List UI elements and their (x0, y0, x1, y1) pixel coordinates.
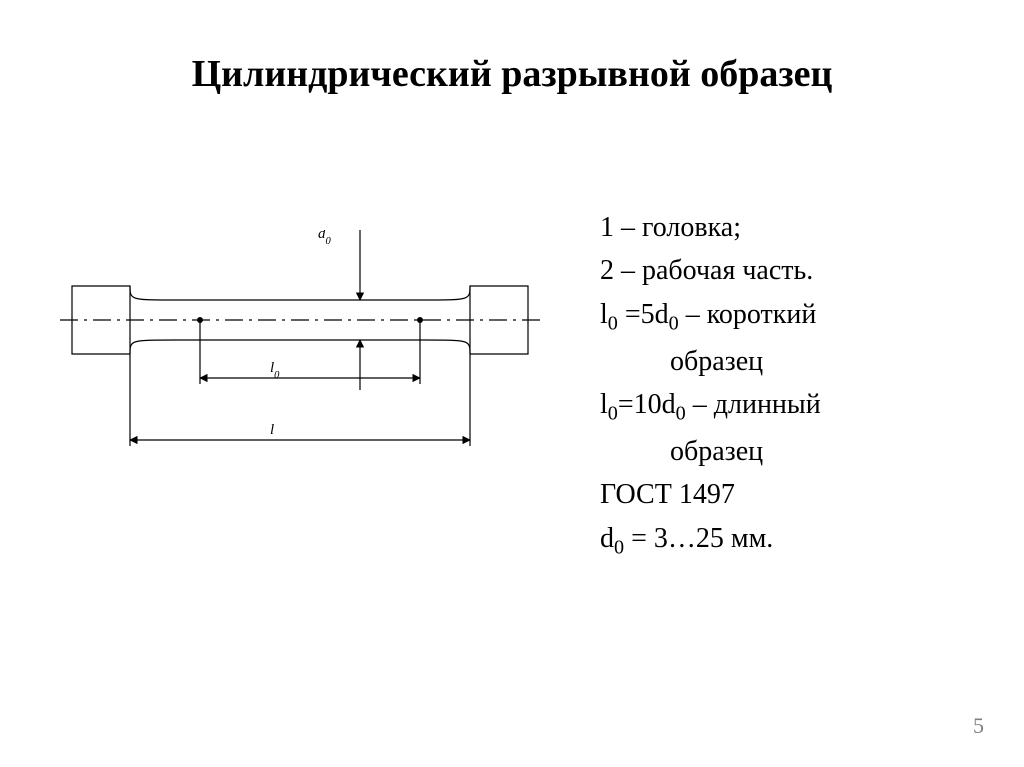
l3-sub2: 0 (669, 312, 679, 334)
l4-sub2: 0 (676, 403, 686, 425)
l3-mid: =5d (618, 299, 669, 330)
l4-sub: 0 (608, 403, 618, 425)
page-number: 5 (973, 713, 984, 739)
specimen-diagram: d0l0l (60, 230, 540, 500)
svg-text:l: l (270, 422, 274, 438)
svg-text:d0: d0 (318, 230, 332, 247)
legend-line-2: 2 – рабочая часть. (600, 249, 1000, 292)
slide: Цилиндрический разрывной образец d0l0l 1… (0, 0, 1024, 767)
l3-l: l (600, 299, 608, 330)
legend-line-3: l0 =5d0 – короткий (600, 293, 1000, 340)
l4-l: l (600, 389, 608, 420)
legend-line-5: ГОСТ 1497 (600, 473, 1000, 516)
l4-end: – длинный (686, 389, 821, 420)
diagram-svg: d0l0l (60, 230, 540, 500)
l6-end: = 3…25 мм. (624, 523, 773, 554)
legend-line-6: d0 = 3…25 мм. (600, 517, 1000, 564)
legend-line-4b: образец (600, 430, 1000, 473)
l3-end: – короткий (679, 299, 817, 330)
legend-line-1: 1 – головка; (600, 206, 1000, 249)
legend-line-4: l0=10d0 – длинный (600, 383, 1000, 430)
legend-block: 1 – головка; 2 – рабочая часть. l0 =5d0 … (600, 206, 1000, 563)
l6-d: d (600, 523, 614, 554)
l4-mid: =10d (618, 389, 676, 420)
l6-sub: 0 (614, 536, 624, 558)
page-title: Цилиндрический разрывной образец (0, 52, 1024, 96)
l3-sub: 0 (608, 312, 618, 334)
legend-line-3b: образец (600, 340, 1000, 383)
